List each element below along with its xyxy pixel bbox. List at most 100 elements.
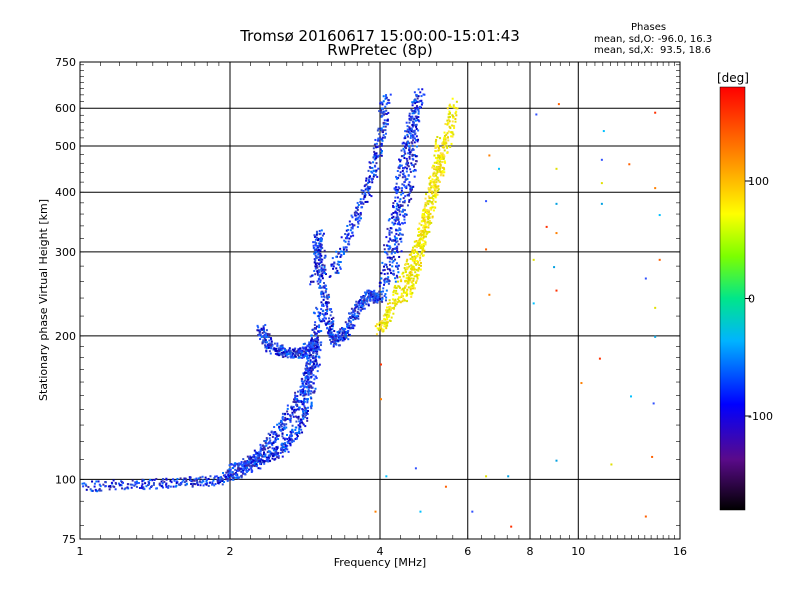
data-point-O: [334, 339, 337, 342]
data-point-O: [417, 100, 420, 103]
data-point-O: [319, 312, 322, 315]
data-point-X: [419, 247, 422, 250]
data-point-O: [354, 214, 357, 217]
data-point-O: [349, 327, 352, 330]
data-point-O: [211, 483, 214, 486]
colorbar-gradient: [720, 87, 745, 510]
data-point-O: [394, 258, 397, 261]
data-point-O: [314, 359, 317, 362]
data-point-X: [378, 321, 381, 324]
data-point-O: [321, 247, 324, 250]
data-point-X: [448, 125, 451, 128]
data-point-O: [281, 442, 284, 445]
data-point-X: [439, 152, 442, 155]
data-point-O: [384, 299, 387, 302]
data-point-X: [391, 302, 394, 305]
data-point-O: [388, 101, 391, 104]
data-point-O: [362, 294, 365, 297]
data-point-O: [388, 256, 391, 259]
data-point-X: [437, 154, 440, 157]
data-point-O: [329, 308, 332, 311]
data-point-O: [306, 377, 309, 380]
data-point-O: [355, 217, 358, 220]
data-point-O: [393, 187, 396, 190]
data-point-O: [317, 256, 320, 259]
data-point-O: [349, 316, 352, 319]
data-point-X: [430, 221, 433, 224]
data-point-O: [188, 476, 191, 479]
data-point-O: [330, 322, 333, 325]
data-point-O: [318, 348, 321, 351]
data-point-O: [375, 293, 378, 296]
data-point-X: [415, 240, 418, 243]
data-point-O: [310, 370, 313, 373]
data-point-O: [363, 294, 366, 297]
data-point-O: [303, 372, 306, 375]
data-point-O: [369, 292, 372, 295]
data-point-O: [312, 345, 315, 348]
data-point-O: [316, 246, 319, 249]
data-point-O: [342, 330, 345, 333]
data-point-O: [274, 352, 277, 355]
data-point-X: [448, 120, 451, 123]
data-point-O: [332, 265, 335, 268]
data-point-O: [304, 376, 307, 379]
data-point-O: [141, 483, 144, 486]
data-point-O: [302, 383, 305, 386]
data-point-X: [443, 160, 446, 163]
data-point-X: [433, 165, 436, 168]
data-point-O: [381, 261, 384, 264]
data-point-O: [195, 477, 198, 480]
data-point-X: [446, 145, 449, 148]
data-point-O: [331, 333, 334, 336]
data-point-O: [259, 452, 262, 455]
data-point-O: [315, 355, 318, 358]
data-point-O: [226, 479, 229, 482]
data-point-O: [348, 223, 351, 226]
data-point-O: [381, 103, 384, 106]
data-point-O: [152, 483, 155, 486]
data-point-O: [339, 247, 342, 250]
data-point-O: [387, 111, 390, 114]
data-point-O: [383, 110, 386, 113]
data-point-O: [315, 233, 318, 236]
data-point-X: [424, 228, 427, 231]
data-point-O: [342, 336, 345, 339]
data-point-O: [312, 391, 315, 394]
data-point-X: [439, 160, 442, 163]
data-point-X: [412, 279, 415, 282]
data-point-X: [394, 299, 397, 302]
data-point-O: [232, 466, 235, 469]
data-point-O: [331, 257, 334, 260]
data-point-X: [451, 97, 454, 100]
data-point-X: [417, 231, 420, 234]
data-point-X: [443, 134, 446, 137]
data-point-O: [351, 225, 354, 228]
data-point-O: [297, 350, 300, 353]
data-point-O: [411, 164, 414, 167]
data-point-O: [358, 302, 361, 305]
data-point-O: [297, 415, 300, 418]
data-point-sparse: [598, 357, 601, 360]
data-point-sparse: [485, 200, 488, 203]
data-point-X: [409, 288, 412, 291]
data-point-O: [301, 408, 304, 411]
data-point-O: [286, 444, 289, 447]
data-point-O: [326, 305, 329, 308]
data-point-X: [433, 154, 436, 157]
data-point-O: [319, 255, 322, 258]
data-point-X: [438, 180, 441, 183]
data-point-O: [257, 451, 260, 454]
data-point-O: [392, 212, 395, 215]
data-point-X: [416, 255, 419, 258]
data-point-O: [264, 344, 267, 347]
data-point-O: [398, 174, 401, 177]
data-point-X: [427, 226, 430, 229]
data-point-X: [386, 324, 389, 327]
data-point-O: [317, 251, 320, 254]
data-point-O: [315, 348, 318, 351]
data-point-O: [327, 301, 330, 304]
data-point-O: [175, 480, 178, 483]
data-point-O: [300, 419, 303, 422]
